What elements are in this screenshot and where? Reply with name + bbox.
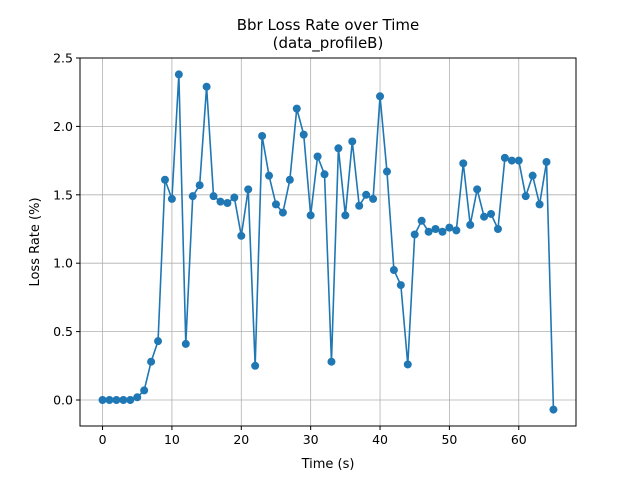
data-point bbox=[188, 192, 197, 201]
data-point bbox=[160, 175, 169, 184]
data-point bbox=[369, 194, 378, 203]
data-point bbox=[258, 131, 267, 140]
data-point bbox=[348, 137, 357, 146]
data-point bbox=[493, 225, 502, 234]
data-point bbox=[265, 171, 274, 180]
data-point bbox=[438, 227, 447, 236]
y-axis-label: Loss Rate (%) bbox=[28, 197, 43, 286]
data-point bbox=[244, 185, 253, 194]
data-point bbox=[202, 82, 211, 91]
data-point bbox=[154, 337, 163, 346]
data-point bbox=[278, 208, 287, 217]
data-point bbox=[535, 200, 544, 209]
data-point bbox=[382, 167, 391, 176]
x-tick-label: 30 bbox=[303, 432, 319, 447]
data-point bbox=[98, 396, 107, 405]
data-point bbox=[500, 153, 509, 162]
data-point bbox=[514, 156, 523, 165]
data-point bbox=[334, 144, 343, 153]
series-loss-rate bbox=[98, 70, 558, 414]
data-point bbox=[285, 175, 294, 184]
data-point bbox=[237, 231, 246, 240]
data-point bbox=[542, 157, 551, 166]
data-point bbox=[105, 396, 114, 405]
data-point bbox=[313, 152, 322, 161]
data-point bbox=[209, 192, 218, 201]
x-tick-label: 20 bbox=[233, 432, 249, 447]
y-tick-label: 1.5 bbox=[53, 187, 73, 202]
data-point bbox=[521, 192, 530, 201]
data-point bbox=[271, 200, 280, 209]
data-point bbox=[445, 223, 454, 232]
grid bbox=[80, 57, 576, 426]
data-point bbox=[140, 386, 149, 395]
chart-subtitle: (data_profileB) bbox=[273, 34, 384, 53]
data-point bbox=[147, 357, 156, 366]
data-point bbox=[549, 405, 558, 414]
plot-frame bbox=[79, 57, 577, 427]
y-tick-label: 0.5 bbox=[53, 324, 73, 339]
data-point bbox=[251, 361, 260, 370]
data-point bbox=[223, 199, 232, 208]
data-point bbox=[306, 211, 315, 220]
data-point bbox=[320, 170, 329, 179]
x-tick-label: 50 bbox=[441, 432, 457, 447]
axis-ticks: 0 10 20 30 40 50 60 0.0 0.5 1.0 1.5 2.0 2.5 bbox=[53, 51, 527, 448]
data-point bbox=[452, 226, 461, 235]
data-point bbox=[299, 130, 308, 139]
data-point bbox=[167, 194, 176, 203]
data-point bbox=[119, 396, 128, 405]
data-point bbox=[410, 230, 419, 239]
data-point bbox=[396, 281, 405, 290]
x-axis-label: Time (s) bbox=[301, 457, 355, 472]
data-point bbox=[216, 197, 225, 206]
x-tick-label: 60 bbox=[511, 432, 527, 447]
data-point bbox=[292, 104, 301, 113]
data-point bbox=[431, 225, 440, 234]
data-point bbox=[327, 357, 336, 366]
data-point bbox=[389, 266, 398, 275]
data-point bbox=[133, 393, 142, 402]
data-point bbox=[473, 185, 482, 194]
data-point bbox=[341, 211, 350, 220]
data-point bbox=[126, 396, 135, 405]
x-tick-label: 0 bbox=[99, 432, 107, 447]
y-tick-label: 0.0 bbox=[53, 393, 73, 408]
x-tick-label: 40 bbox=[372, 432, 388, 447]
y-tick-label: 2.0 bbox=[53, 119, 73, 134]
y-tick-label: 1.0 bbox=[53, 256, 73, 271]
chart-title: Bbr Loss Rate over Time bbox=[237, 16, 420, 34]
data-point bbox=[174, 70, 183, 79]
data-point bbox=[355, 201, 364, 210]
data-point bbox=[112, 396, 121, 405]
y-tick-label: 2.5 bbox=[53, 51, 73, 66]
data-point bbox=[487, 209, 496, 218]
data-point bbox=[362, 190, 371, 199]
data-point bbox=[507, 156, 516, 165]
data-point bbox=[480, 212, 489, 221]
data-point bbox=[528, 171, 537, 180]
data-point bbox=[403, 360, 412, 369]
data-point bbox=[424, 227, 433, 236]
data-point bbox=[459, 159, 468, 168]
data-point bbox=[230, 193, 239, 202]
data-point bbox=[376, 92, 385, 101]
data-point bbox=[417, 216, 426, 225]
x-tick-label: 10 bbox=[164, 432, 180, 447]
data-point bbox=[466, 220, 475, 229]
series-line bbox=[102, 73, 555, 410]
data-point bbox=[181, 339, 190, 348]
data-point bbox=[195, 181, 204, 190]
